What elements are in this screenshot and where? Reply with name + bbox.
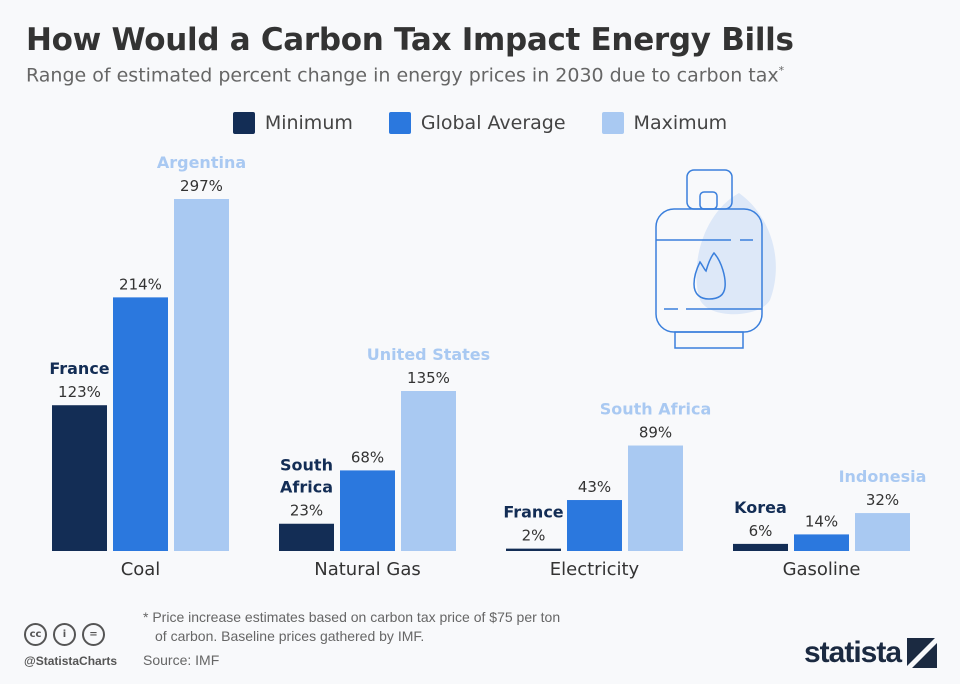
- subtitle-asterisk: *: [778, 64, 785, 77]
- bar-minimum: [733, 543, 788, 551]
- bar-maximum: [401, 391, 456, 551]
- country-label: South: [280, 456, 333, 475]
- country-label: Korea: [734, 498, 787, 517]
- legend: Minimum Global Average Maximum: [0, 112, 960, 134]
- statista-logo[interactable]: statista: [804, 636, 938, 670]
- country-label: Indonesia: [839, 467, 927, 486]
- footnote-line: * Price increase estimates based on carb…: [143, 609, 561, 625]
- subtitle-text: Range of estimated percent change in ene…: [26, 64, 779, 87]
- country-label: Argentina: [157, 153, 246, 172]
- attribution-icon: i: [53, 623, 76, 646]
- legend-swatch: [601, 112, 624, 134]
- country-label: United States: [367, 345, 490, 364]
- no-derivatives-icon: =: [82, 623, 105, 646]
- legend-item-minimum: Minimum: [232, 112, 353, 134]
- bar-minimum: [279, 523, 334, 551]
- bar-minimum: [52, 405, 107, 551]
- chart-subtitle: Range of estimated percent change in ene…: [26, 64, 784, 86]
- cc-icon: cc: [24, 623, 47, 646]
- legend-label: Global Average: [420, 112, 566, 134]
- data-label: 123%: [58, 383, 101, 401]
- logo-mark-icon: [907, 638, 938, 668]
- data-label: 89%: [639, 424, 672, 442]
- bar-global-average: [567, 500, 622, 551]
- category-label: Gasoline: [783, 559, 861, 580]
- data-label: 214%: [119, 275, 162, 293]
- bar-maximum: [174, 199, 229, 551]
- category-label: Natural Gas: [314, 559, 420, 580]
- data-label: 6%: [749, 522, 773, 540]
- category-label: Electricity: [550, 559, 640, 580]
- category-label: Coal: [121, 559, 161, 580]
- data-label: 297%: [180, 177, 223, 195]
- legend-swatch: [232, 112, 255, 134]
- bar-maximum: [628, 445, 683, 551]
- bar-global-average: [113, 297, 168, 551]
- bar-global-average: [340, 470, 395, 551]
- bar-minimum: [506, 548, 561, 551]
- legend-label: Maximum: [633, 112, 728, 134]
- legend-item-maximum: Maximum: [601, 112, 728, 134]
- bar-global-average: [794, 534, 849, 551]
- country-label: France: [49, 359, 109, 378]
- data-label: 23%: [290, 502, 323, 520]
- bar-chart: 123% France 214% 297% Argentina Coal 23% South A…: [49, 153, 927, 580]
- source: Source: IMF: [143, 652, 220, 668]
- logo-text: statista: [804, 636, 902, 669]
- data-label: 68%: [351, 448, 384, 466]
- twitter-handle: @StatistaCharts: [24, 654, 118, 668]
- data-label: 32%: [866, 491, 899, 509]
- legend-item-average: Global Average: [388, 112, 566, 134]
- chart-title: How Would a Carbon Tax Impact Energy Bil…: [26, 22, 794, 58]
- country-label: France: [503, 503, 563, 522]
- data-label: 2%: [522, 527, 546, 545]
- gas-cylinder-icon: [655, 169, 776, 349]
- data-label: 43%: [578, 478, 611, 496]
- footnote: * Price increase estimates based on carb…: [143, 608, 560, 646]
- country-label: Africa: [280, 478, 333, 497]
- country-label: South Africa: [600, 400, 712, 419]
- bar-maximum: [855, 513, 910, 551]
- license-icons: cc i =: [24, 623, 105, 646]
- data-label: 14%: [805, 512, 838, 530]
- footnote-line: of carbon. Baseline prices gathered by I…: [155, 628, 425, 644]
- legend-label: Minimum: [264, 112, 353, 134]
- data-label: 135%: [407, 369, 450, 387]
- legend-swatch: [388, 112, 411, 134]
